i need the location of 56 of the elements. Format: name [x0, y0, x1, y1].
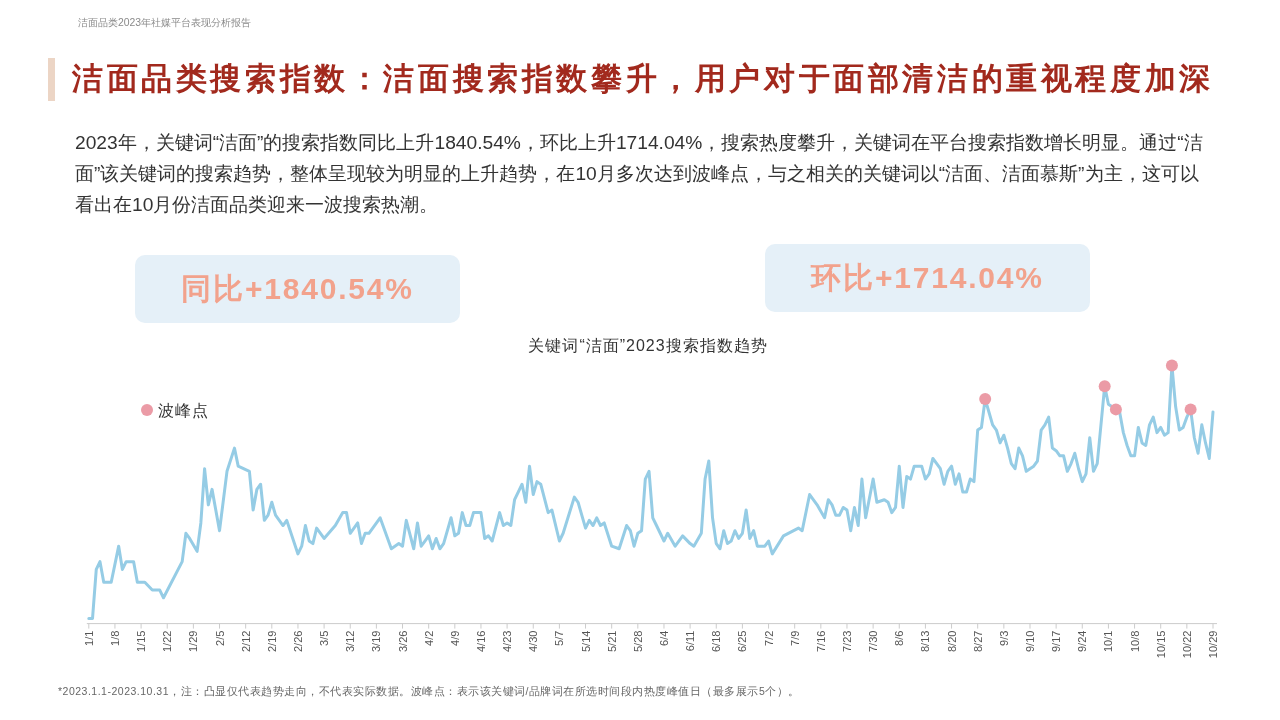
x-tick-label: 10/29 — [1207, 630, 1219, 659]
x-tick-label: 6/25 — [736, 630, 749, 653]
x-tick-label: 4/2 — [422, 630, 435, 646]
footnote: *2023.1.1-2023.10.31，注：凸显仅代表趋势走向，不代表实际数据。波峰点：表示该关键词/品牌词在所选时间段内热度峰值日（最多展示5个）。 — [58, 684, 800, 698]
x-tick-label: 8/27 — [971, 630, 984, 653]
x-tick-label: 1/8 — [108, 630, 121, 646]
x-tick-label: 2/26 — [291, 630, 304, 653]
x-tick-label: 7/16 — [814, 630, 827, 653]
header: 洁面品类2023年社媒平台表现分析报告 — [78, 16, 252, 30]
x-tick-label: 6/4 — [657, 630, 670, 646]
x-tick-label: 5/14 — [579, 630, 592, 653]
x-tick-label: 5/7 — [553, 630, 566, 646]
x-tick-label: 5/28 — [631, 630, 644, 653]
x-tick-label: 9/17 — [1050, 630, 1063, 653]
x-tick-label: 5/21 — [605, 630, 618, 653]
x-tick-label: 4/16 — [474, 630, 487, 653]
x-tick-label: 7/30 — [867, 630, 880, 653]
paragraph: 2023年，关键词“洁面”的搜索指数同比上升1840.54%，环比上升1714.04%，搜索热度攀升，关键词在平台搜索指数增长明显。通过“洁面”该关键词的搜索趋势，整体呈现较为明显的上升趋势，在10月多次达到波峰点，与之相关的关键词以“洁面、洁面慕斯”为主，这可以看出在10月份洁面品类迎来一波搜索热潮。 — [75, 131, 1204, 217]
point — [1098, 380, 1111, 393]
x-tick-label: 1/15 — [135, 630, 148, 653]
x-tick-label: 9/10 — [1023, 630, 1036, 653]
x-tick-label: 4/9 — [448, 630, 461, 646]
x-tick-label: 10/22 — [1180, 630, 1193, 659]
title: 洁面品类搜索指数：洁面搜索指数攀升，用户对于面部清洁的重视程度加深 — [72, 60, 1214, 98]
x-tick-label: 9/3 — [997, 630, 1010, 646]
x-tick-label: 10/8 — [1128, 630, 1141, 653]
x-tick-label: 1/29 — [187, 630, 200, 653]
x-tick-label: 6/11 — [684, 630, 697, 652]
x-tick-label: 4/23 — [501, 630, 514, 653]
x-tick-label: 8/6 — [893, 630, 906, 646]
x-tick-label: 4/30 — [527, 630, 540, 653]
legend: 波峰点 — [141, 401, 209, 419]
x-tick-label: 7/9 — [788, 630, 801, 646]
point — [979, 393, 992, 406]
x-tick-label: 10/1 — [1102, 630, 1115, 653]
x-tick-label: 8/20 — [945, 630, 958, 653]
x-tick-label: 9/24 — [1076, 630, 1089, 653]
x-tick-label: 3/19 — [370, 630, 383, 653]
chart-title: 关键词“洁面”2023搜索指数趋势 — [528, 336, 768, 356]
x-tick-label: 10/15 — [1154, 630, 1167, 659]
x-tick-label: 8/13 — [919, 630, 932, 653]
x-tick-label: 3/12 — [344, 630, 357, 653]
point — [1184, 403, 1197, 416]
x-tick-label: 1/1 — [82, 630, 95, 646]
x-tick-label: 7/2 — [762, 630, 775, 646]
x-tick-label: 2/19 — [265, 630, 278, 653]
x-tick-label: 6/18 — [710, 630, 723, 653]
x-tick-label: 2/12 — [239, 630, 252, 653]
x-tick-label: 3/26 — [396, 630, 409, 653]
x-tick-label: 7/23 — [840, 630, 853, 653]
point — [1109, 403, 1122, 416]
point — [1165, 359, 1178, 372]
x-tick-label: 3/5 — [318, 630, 331, 646]
legend-label: 波峰点 — [158, 401, 209, 419]
x-tick-label: 1/22 — [161, 630, 174, 653]
x-tick-label: 2/5 — [213, 630, 226, 646]
